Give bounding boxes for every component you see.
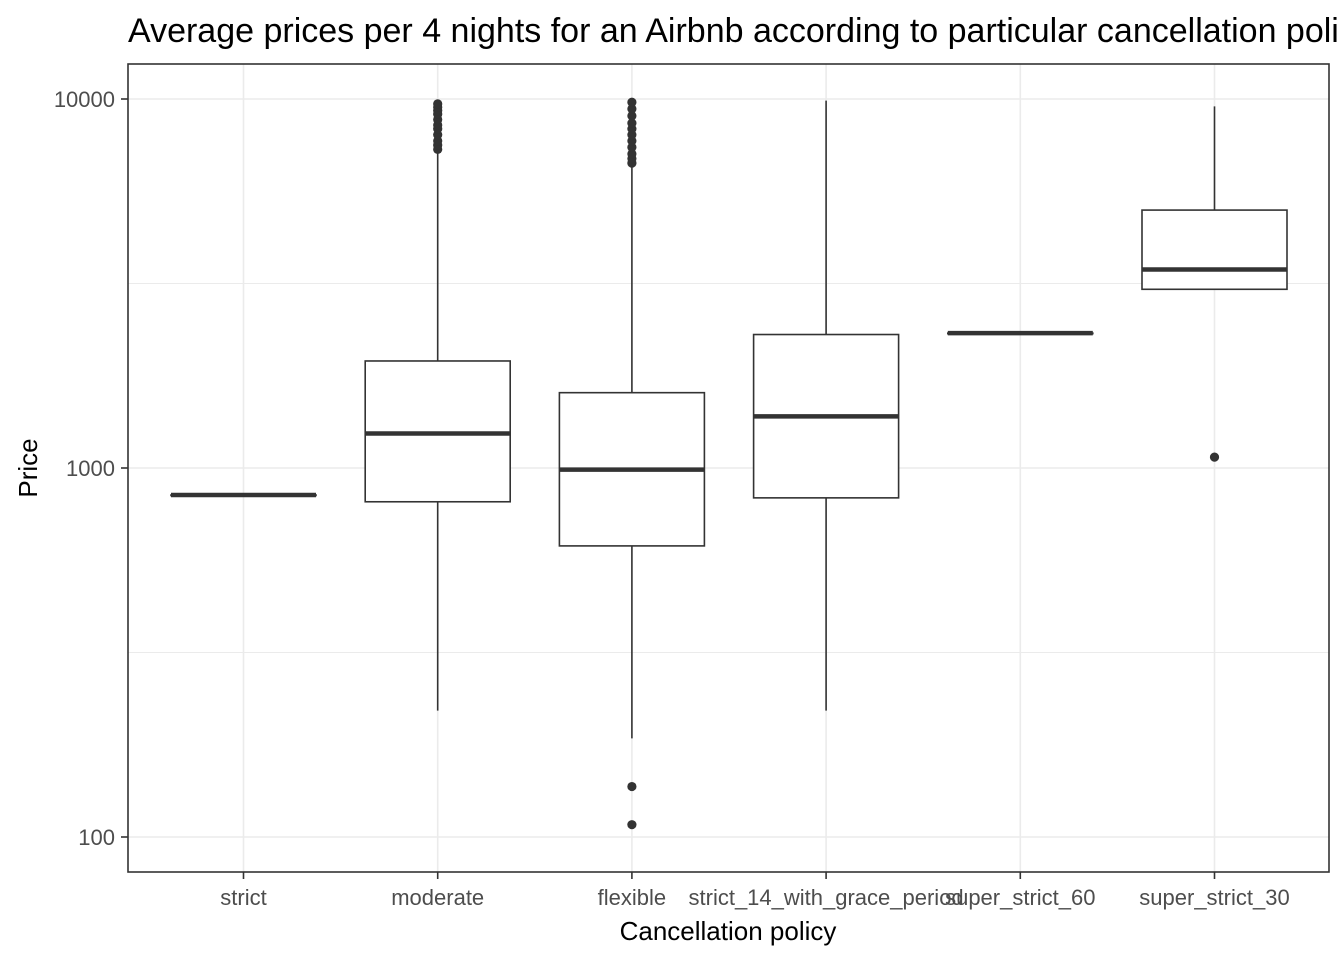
x-axis-title: Cancellation policy — [620, 916, 837, 946]
chart-title: Average prices per 4 nights for an Airbn… — [128, 12, 1339, 50]
box-super_strict_30 — [1141, 106, 1288, 462]
x-tick-label: moderate — [391, 885, 484, 910]
x-tick-label: strict — [220, 885, 266, 910]
x-tick-label: super_strict_30 — [1139, 885, 1289, 910]
y-tick-label: 1000 — [66, 456, 115, 481]
outlier-point — [433, 99, 443, 109]
grid-lines — [128, 64, 1329, 872]
box-flexible — [558, 97, 706, 830]
outlier-point — [627, 149, 637, 159]
outlier-point — [627, 142, 637, 152]
y-tick-label: 10000 — [54, 87, 115, 112]
outlier-point — [627, 104, 637, 114]
outlier-point — [627, 97, 637, 107]
outlier-point — [627, 781, 637, 792]
box-super_strict_60 — [946, 330, 1094, 336]
x-tick-label: strict_14_with_grace_period — [689, 885, 964, 910]
box-series — [170, 97, 1288, 830]
box-strict — [170, 492, 317, 498]
box-strict_14_with_grace_period — [752, 100, 900, 711]
axes: 100 1000 10000 strict moderate flexible strict… — [54, 87, 1290, 910]
outlier-point — [627, 111, 637, 121]
x-tick-label: super_strict_60 — [945, 885, 1095, 910]
outlier-point — [627, 118, 637, 128]
y-axis-title: Price — [13, 438, 43, 497]
x-tick-label: flexible — [598, 885, 666, 910]
outlier-point — [1209, 452, 1220, 462]
box-moderate — [364, 99, 512, 711]
y-tick-label: 100 — [78, 825, 115, 850]
iqr-box — [1141, 209, 1288, 291]
outlier-point — [627, 820, 637, 830]
